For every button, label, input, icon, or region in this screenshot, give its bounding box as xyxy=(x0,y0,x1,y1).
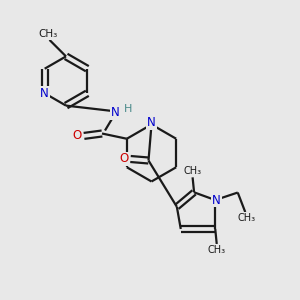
Text: N: N xyxy=(212,194,221,206)
Text: H: H xyxy=(124,104,132,114)
Text: CH₃: CH₃ xyxy=(38,29,58,39)
Text: N: N xyxy=(40,87,49,100)
Text: N: N xyxy=(147,116,156,130)
Text: O: O xyxy=(119,152,128,166)
Text: O: O xyxy=(73,129,82,142)
Text: CH₃: CH₃ xyxy=(238,213,256,223)
Text: CH₃: CH₃ xyxy=(184,166,202,176)
Text: CH₃: CH₃ xyxy=(208,245,226,255)
Text: N: N xyxy=(111,106,120,119)
